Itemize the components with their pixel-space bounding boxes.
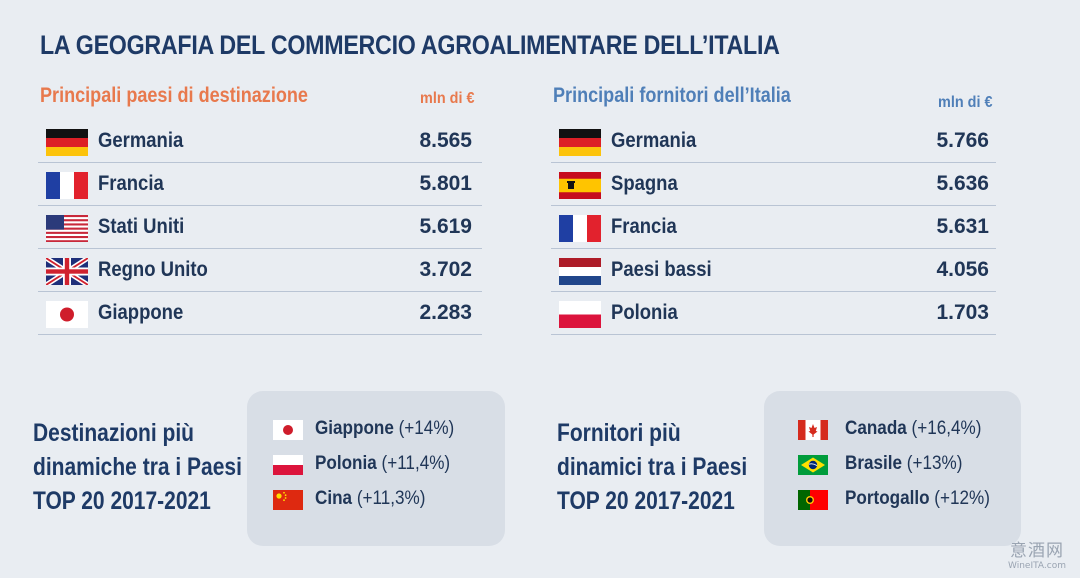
country-name: Paesi bassi: [611, 258, 712, 281]
poland-flag-icon: [273, 455, 303, 475]
brazil-flag-icon: [798, 455, 828, 475]
country-name: Giappone: [98, 301, 184, 324]
country-value: 3.702: [419, 258, 472, 281]
country-value: 5.766: [936, 129, 989, 152]
page-title: LA GEOGRAFIA DEL COMMERCIO AGROALIMENTAR…: [40, 30, 780, 60]
title-line: TOP 20 2017-2021: [33, 487, 211, 515]
germany-flag-icon: [559, 129, 601, 156]
dynamic-suppliers-title: Fornitori più dinamici tra i Paesi TOP 2…: [557, 416, 747, 518]
country-name: Portogallo: [845, 488, 930, 509]
table-row: Germania 5.766: [551, 120, 996, 163]
country-name: Germania: [98, 129, 184, 152]
country-value: 5.636: [936, 172, 989, 195]
country-value: 5.631: [936, 215, 989, 238]
country-value: 5.619: [419, 215, 472, 238]
watermark-logo: 意酒网 WineITA.com: [1008, 536, 1066, 571]
table-row: Germania 8.565: [38, 120, 482, 163]
watermark-main: 意酒网: [1010, 541, 1064, 561]
table-row: Stati Uniti 5.619: [38, 206, 482, 249]
country-name: Spagna: [611, 172, 678, 195]
japan-flag-icon: [46, 301, 88, 328]
country-value: 5.801: [419, 172, 472, 195]
china-flag-icon: [273, 490, 303, 510]
title-line: Fornitori più: [557, 419, 681, 447]
germany-flag-icon: [46, 129, 88, 156]
country-name: Cina: [315, 488, 353, 509]
spain-flag-icon: [559, 172, 601, 199]
portugal-flag-icon: [798, 490, 828, 510]
growth-value: (+11,3%): [356, 488, 426, 509]
growth-value: (+16,4%): [911, 418, 982, 439]
canada-flag-icon: [798, 420, 828, 440]
growth-value: (+11,4%): [381, 453, 451, 474]
country-value: 1.703: [936, 301, 989, 324]
country-name: Stati Uniti: [98, 215, 185, 238]
netherlands-flag-icon: [559, 258, 601, 285]
watermark-sub: WineITA.com: [1008, 561, 1066, 571]
table-row: Francia 5.631: [551, 206, 996, 249]
suppliers-unit: mln di €: [937, 94, 992, 111]
france-flag-icon: [46, 172, 88, 199]
table-row: Regno Unito 3.702: [38, 249, 482, 292]
uk-flag-icon: [46, 258, 88, 285]
title-line: Destinazioni più: [33, 419, 195, 447]
country-name: Regno Unito: [98, 258, 208, 281]
country-name: Francia: [611, 215, 677, 238]
table-row: Giappone 2.283: [38, 292, 482, 335]
country-value: 8.565: [419, 129, 472, 152]
title-line: dinamiche tra i Paesi: [33, 453, 242, 481]
growth-value: (+14%): [398, 418, 455, 439]
title-line: dinamici tra i Paesi: [557, 453, 748, 481]
country-name: Germania: [611, 129, 697, 152]
title-line: TOP 20 2017-2021: [557, 487, 735, 515]
usa-flag-icon: [46, 215, 88, 242]
dynamic-destinations-title: Destinazioni più dinamiche tra i Paesi T…: [33, 416, 242, 518]
country-name: Polonia: [611, 301, 678, 324]
table-row: Spagna 5.636: [551, 163, 996, 206]
suppliers-panel: Principali fornitori dell’Italia mln di …: [551, 84, 996, 335]
table-row: Paesi bassi 4.056: [551, 249, 996, 292]
table-row: Francia 5.801: [38, 163, 482, 206]
growth-value: (+12%): [934, 488, 990, 509]
country-name: Brasile: [845, 453, 903, 474]
destinations-panel: Principali paesi di destinazione mln di …: [38, 84, 482, 335]
suppliers-subtitle: Principali fornitori dell’Italia: [553, 84, 791, 107]
growth-value: (+13%): [906, 453, 963, 474]
france-flag-icon: [559, 215, 601, 242]
dynamic-destinations-box: Giappone (+14%) Polonia (+11,4%) Cina (+…: [247, 391, 505, 546]
country-name: Polonia: [315, 453, 377, 474]
destinations-unit: mln di €: [419, 90, 474, 107]
japan-flag-icon: [273, 420, 303, 440]
country-name: Giappone: [315, 418, 394, 439]
destinations-subtitle: Principali paesi di destinazione: [40, 84, 308, 107]
country-name: Francia: [98, 172, 164, 195]
table-row: Polonia 1.703: [551, 292, 996, 335]
country-value: 4.056: [936, 258, 989, 281]
poland-flag-icon: [559, 301, 601, 328]
dynamic-suppliers-box: Canada (+16,4%) Brasile (+13%) Portogall…: [764, 391, 1021, 546]
country-name: Canada: [845, 418, 907, 439]
country-value: 2.283: [419, 301, 472, 324]
